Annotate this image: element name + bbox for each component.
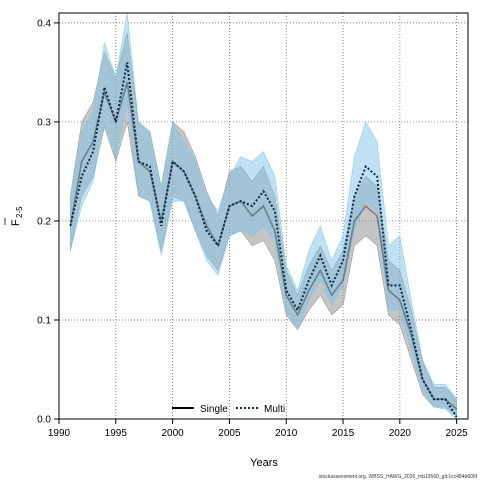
x-tick-label-2025: 2025 xyxy=(446,428,469,439)
plot-frame xyxy=(58,12,469,420)
x-tick-label-2005: 2005 xyxy=(218,428,241,439)
legend-single-label: Single xyxy=(200,404,228,415)
x-tick-label-2000: 2000 xyxy=(161,428,184,439)
y-tick-label-0: 0.0 xyxy=(37,415,51,426)
y-axis: 0.0 0.1 0.2 0.3 0.4 xyxy=(37,18,59,426)
legend-multi-label: Multi xyxy=(264,404,285,415)
x-tick-label-1990: 1990 xyxy=(48,428,71,439)
y-tick-label-2: 0.2 xyxy=(37,216,51,227)
y-axis-title-subscript: 2-5 xyxy=(15,206,24,218)
legend: Single Multi xyxy=(172,404,285,415)
x-tick-label-2010: 2010 xyxy=(275,428,298,439)
y-axis-title-main: F xyxy=(10,219,22,226)
y-tick-label-4: 0.4 xyxy=(37,18,51,29)
footnote: stockassessment.org, WBSS_HAWG_2026_mb19… xyxy=(319,474,478,480)
y-tick-label-3: 0.3 xyxy=(37,117,51,128)
x-tick-label-2015: 2015 xyxy=(332,428,355,439)
series-lines xyxy=(69,62,458,418)
x-tick-label-2020: 2020 xyxy=(389,428,412,439)
x-axis: 1990 1995 2000 2005 2010 2015 2020 2025 xyxy=(48,419,468,439)
y-axis-title: F 2-5 xyxy=(4,206,24,226)
y-tick-label-1: 0.1 xyxy=(37,315,51,326)
line-multi xyxy=(69,62,458,418)
x-tick-label-1995: 1995 xyxy=(105,428,128,439)
x-axis-title: Years xyxy=(250,457,278,469)
